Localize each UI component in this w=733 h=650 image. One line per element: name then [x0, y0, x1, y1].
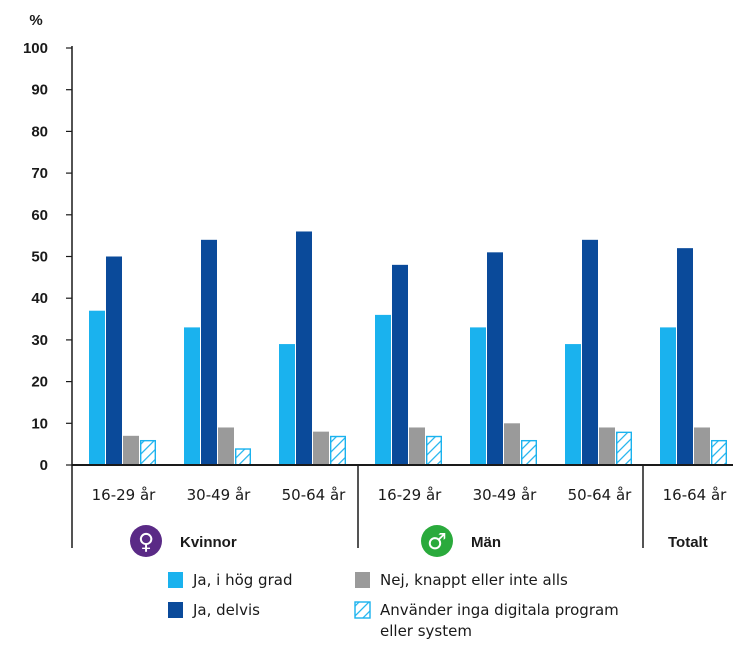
- bar: [660, 327, 676, 465]
- bar: [470, 327, 486, 465]
- bar: [565, 344, 581, 465]
- x-tick-label: 50-64 år: [568, 486, 633, 504]
- bar: [504, 423, 520, 465]
- legend-label: Ja, i hög grad: [192, 571, 292, 589]
- y-tick-label: 30: [31, 332, 48, 349]
- y-tick-label: 70: [31, 165, 48, 182]
- bar: [392, 264, 408, 465]
- legend-label: Nej, knappt eller inte alls: [380, 571, 568, 589]
- group-label: Män: [471, 534, 501, 551]
- group-icon-circle: [421, 525, 453, 557]
- legend-label: eller system: [380, 622, 472, 640]
- y-tick-label: 0: [40, 457, 48, 474]
- bar: [184, 327, 200, 465]
- bar: [521, 439, 538, 466]
- bars: [89, 231, 728, 466]
- y-tick-label: 60: [31, 207, 48, 224]
- y-tick-label: 10: [31, 415, 48, 432]
- x-tick-label: 50-64 år: [282, 486, 347, 504]
- legend-swatch: [354, 601, 371, 619]
- bar: [313, 431, 329, 465]
- bar: [296, 231, 312, 465]
- bar: [426, 435, 443, 466]
- bar: [616, 431, 633, 466]
- y-tick-label: 20: [31, 374, 48, 391]
- bar: [677, 248, 693, 465]
- x-tick-label: 16-29 år: [378, 486, 443, 504]
- bar: [106, 256, 122, 465]
- group-label: Totalt: [668, 534, 708, 551]
- x-tick-label: 30-49 år: [187, 486, 252, 504]
- x-tick-label: 16-29 år: [92, 486, 157, 504]
- bar: [694, 427, 710, 465]
- group-label: Kvinnor: [180, 534, 237, 551]
- y-axis-unit-label: %: [29, 12, 42, 29]
- bar: [201, 239, 217, 465]
- legend-swatch: [168, 602, 183, 618]
- bar: [139, 439, 156, 466]
- legend-label: Ja, delvis: [192, 601, 260, 619]
- bar: [218, 427, 234, 465]
- bar: [234, 448, 251, 466]
- bar: [375, 314, 391, 465]
- y-axis: 0 10 20 30 40 50 60 70 80 90 100: [23, 40, 73, 474]
- legend-swatch: [168, 572, 183, 588]
- x-axis: 16-29 år 30-49 år 50-64 år 16-29 år 30-49 år…: [71, 464, 733, 548]
- bar: [330, 435, 347, 466]
- bar: [279, 344, 295, 465]
- y-tick-label: 90: [31, 82, 48, 99]
- male-symbol-icon: ♂: [427, 530, 447, 555]
- bar: [487, 252, 503, 465]
- legend-swatch: [355, 572, 370, 588]
- group-icon-circle: [130, 525, 162, 557]
- y-tick-label: 50: [31, 249, 48, 266]
- bar: [409, 427, 425, 465]
- bar: [89, 310, 105, 465]
- y-tick-label: 80: [31, 123, 48, 140]
- x-tick-label: 16-64 år: [663, 486, 728, 504]
- bar: [599, 427, 615, 465]
- legend: Ja, i hög grad Nej, knappt eller inte all…: [168, 571, 619, 640]
- y-tick-label: 100: [23, 40, 48, 57]
- legend-label: Använder inga digitala program: [380, 601, 619, 619]
- bar: [711, 439, 728, 466]
- bar: [123, 435, 139, 465]
- bar: [582, 239, 598, 465]
- group-labels: ♀ Kvinnor ♂ Män Totalt: [130, 525, 708, 557]
- y-tick-label: 40: [31, 290, 48, 307]
- x-tick-label: 30-49 år: [473, 486, 538, 504]
- female-symbol-icon: ♀: [138, 530, 154, 555]
